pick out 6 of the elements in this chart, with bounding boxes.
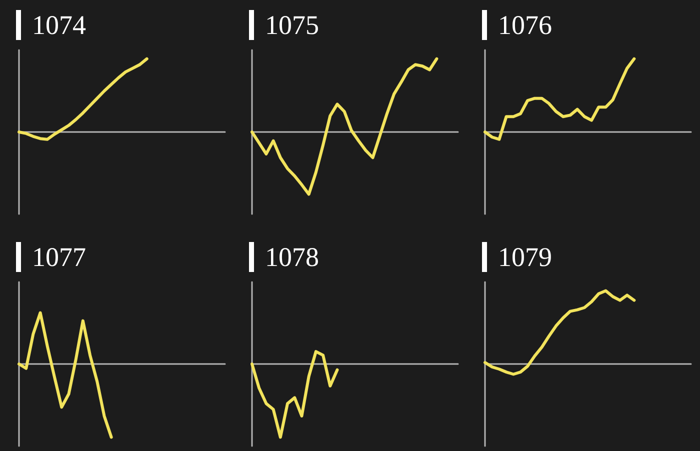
chart-title: 1076 <box>498 10 552 40</box>
chart-title: 1077 <box>32 242 86 272</box>
chart-title: 1074 <box>32 10 86 40</box>
chart-title: 1078 <box>265 242 319 272</box>
chart-title: 1079 <box>498 242 552 272</box>
chart-title: 1075 <box>265 10 319 40</box>
